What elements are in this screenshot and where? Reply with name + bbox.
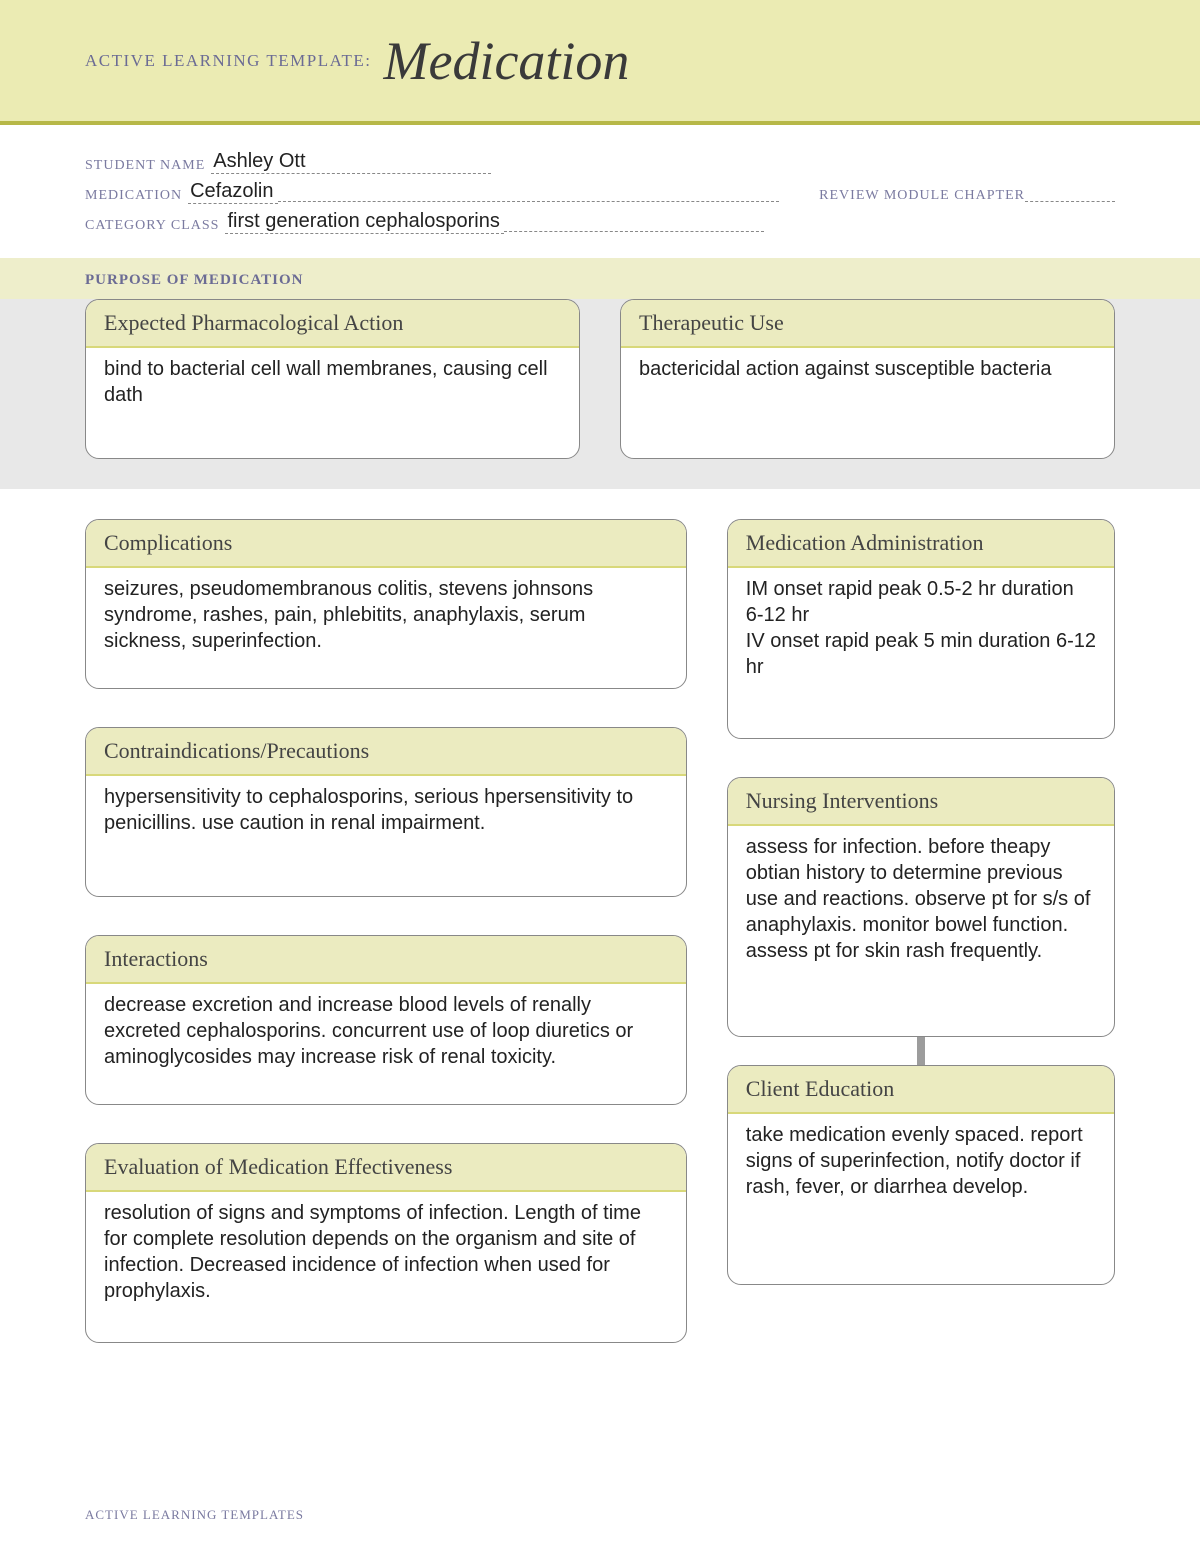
purpose-section-title: PURPOSE OF MEDICATION [85,272,1115,289]
category-fill [504,231,764,232]
footer-text: ACTIVE LEARNING TEMPLATES [85,1507,304,1523]
banner: ACTIVE LEARNING TEMPLATE: Medication [0,0,1200,125]
card-pharm-title: Expected Pharmacological Action [86,300,579,348]
card-admin-title: Medication Administration [728,520,1114,568]
card-contraindications: Contraindications/Precautions hypersensi… [85,727,687,897]
meta-row-category: CATEGORY CLASS first generation cephalos… [85,210,1115,234]
purpose-wrap: Expected Pharmacological Action bind to … [0,299,1200,489]
card-admin-body: IM onset rapid peak 0.5-2 hr duration 6-… [728,568,1114,738]
card-complications-title: Complications [86,520,686,568]
medication-value: Cefazolin [188,180,277,204]
purpose-section-bar: PURPOSE OF MEDICATION [0,258,1200,299]
review-label: REVIEW MODULE CHAPTER [819,188,1025,204]
card-complications-body: seizures, pseudomembranous colitis, stev… [86,568,686,688]
meta-row-medication: MEDICATION Cefazolin REVIEW MODULE CHAPT… [85,180,1115,204]
card-interactions-title: Interactions [86,936,686,984]
meta-block: STUDENT NAME Ashley Ott MEDICATION Cefaz… [0,125,1200,258]
category-label: CATEGORY CLASS [85,218,219,234]
card-contra-body: hypersensitivity to cephalosporins, seri… [86,776,686,896]
connector-line [917,1037,925,1065]
card-nursing-title: Nursing Interventions [728,778,1114,826]
card-client-education: Client Education take medication evenly … [727,1065,1115,1285]
category-value: first generation cephalosporins [225,210,503,234]
card-complications: Complications seizures, pseudomembranous… [85,519,687,689]
right-gap-1 [727,739,1115,777]
card-nursing: Nursing Interventions assess for infecti… [727,777,1115,1037]
card-pharm-body: bind to bacterial cell wall membranes, c… [86,348,579,458]
card-client-body: take medication evenly spaced. report si… [728,1114,1114,1284]
purpose-row: Expected Pharmacological Action bind to … [85,299,1115,459]
col-right: Medication Administration IM onset rapid… [727,519,1115,1343]
page: ACTIVE LEARNING TEMPLATE: Medication STU… [0,0,1200,1553]
main-grid: Complications seizures, pseudomembranous… [0,489,1200,1343]
card-client-title: Client Education [728,1066,1114,1114]
student-value: Ashley Ott [211,150,491,174]
card-therapeutic-body: bactericidal action against susceptible … [621,348,1114,458]
card-interactions-body: decrease excretion and increase blood le… [86,984,686,1104]
card-interactions: Interactions decrease excretion and incr… [85,935,687,1105]
card-therapeutic: Therapeutic Use bactericidal action agai… [620,299,1115,459]
card-admin: Medication Administration IM onset rapid… [727,519,1115,739]
banner-prefix: ACTIVE LEARNING TEMPLATE: [85,51,372,71]
banner-title: Medication [384,30,630,92]
card-nursing-body: assess for infection. before theapy obti… [728,826,1114,1036]
card-contra-title: Contraindications/Precautions [86,728,686,776]
card-evaluation-title: Evaluation of Medication Effectiveness [86,1144,686,1192]
card-therapeutic-title: Therapeutic Use [621,300,1114,348]
student-label: STUDENT NAME [85,158,205,174]
medication-fill [278,201,780,202]
medication-label: MEDICATION [85,188,182,204]
card-evaluation-body: resolution of signs and symptoms of infe… [86,1192,686,1342]
review-fill [1025,201,1115,202]
card-pharm-action: Expected Pharmacological Action bind to … [85,299,580,459]
card-evaluation: Evaluation of Medication Effectiveness r… [85,1143,687,1343]
meta-row-student: STUDENT NAME Ashley Ott [85,150,1115,174]
col-left: Complications seizures, pseudomembranous… [85,519,687,1343]
